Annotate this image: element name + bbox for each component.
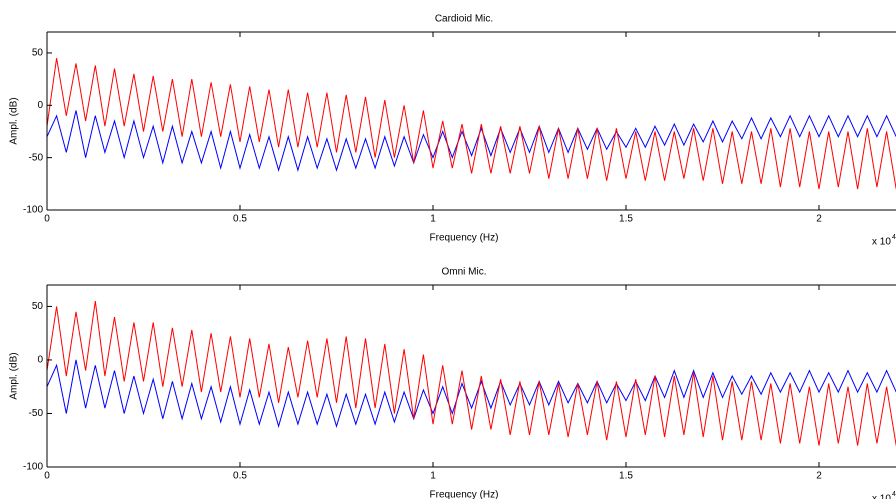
spectrum-line	[47, 58, 896, 190]
x-tick-label: 0.5	[233, 471, 247, 482]
x-multiplier: x 10	[872, 237, 891, 248]
y-tick-label: 50	[32, 48, 44, 59]
x-tick-label: 1.5	[619, 471, 633, 482]
x-tick-label: 1	[430, 471, 436, 482]
spectrum-line	[47, 301, 896, 446]
y-tick-label: 50	[32, 301, 44, 312]
y-tick-label: -100	[23, 462, 43, 473]
x-tick-label: 0	[44, 471, 50, 482]
x-multiplier-exponent: 4	[892, 491, 896, 498]
chart-title: Cardioid Mic.	[435, 14, 493, 25]
x-tick-label: 0.5	[233, 214, 247, 225]
plot-area	[47, 285, 896, 467]
x-tick-label: 1	[430, 214, 436, 225]
chart-title: Omni Mic.	[442, 267, 487, 278]
x-multiplier-exponent: 4	[892, 234, 896, 241]
x-tick-label: 1.5	[619, 214, 633, 225]
x-axis-label: Frequency (Hz)	[430, 233, 499, 244]
x-axis-label: Frequency (Hz)	[430, 490, 499, 499]
y-tick-label: 0	[37, 355, 43, 366]
x-tick-label: 2	[816, 214, 822, 225]
x-tick-label: 2	[816, 471, 822, 482]
y-axis-label: Ampl. (dB)	[9, 352, 20, 399]
subplot: -100 -50 0 50 0 0.5 1 1.5 2 Cardioid Mic. Frequenc…	[9, 14, 896, 248]
x-tick-label: 0	[44, 214, 50, 225]
y-tick-label: 0	[37, 100, 43, 111]
x-multiplier: x 10	[872, 494, 891, 499]
subplot: -100 -50 0 50 0 0.5 1 1.5 2 Omni Mic. Frequency (H…	[9, 267, 896, 499]
plot-area	[47, 32, 896, 210]
spectrum-line	[47, 110, 896, 173]
y-tick-label: -100	[23, 205, 43, 216]
y-axis-label: Ampl. (dB)	[9, 97, 20, 144]
y-tick-label: -50	[29, 408, 44, 419]
spectrum-line	[47, 359, 896, 429]
y-tick-label: -50	[29, 152, 44, 163]
